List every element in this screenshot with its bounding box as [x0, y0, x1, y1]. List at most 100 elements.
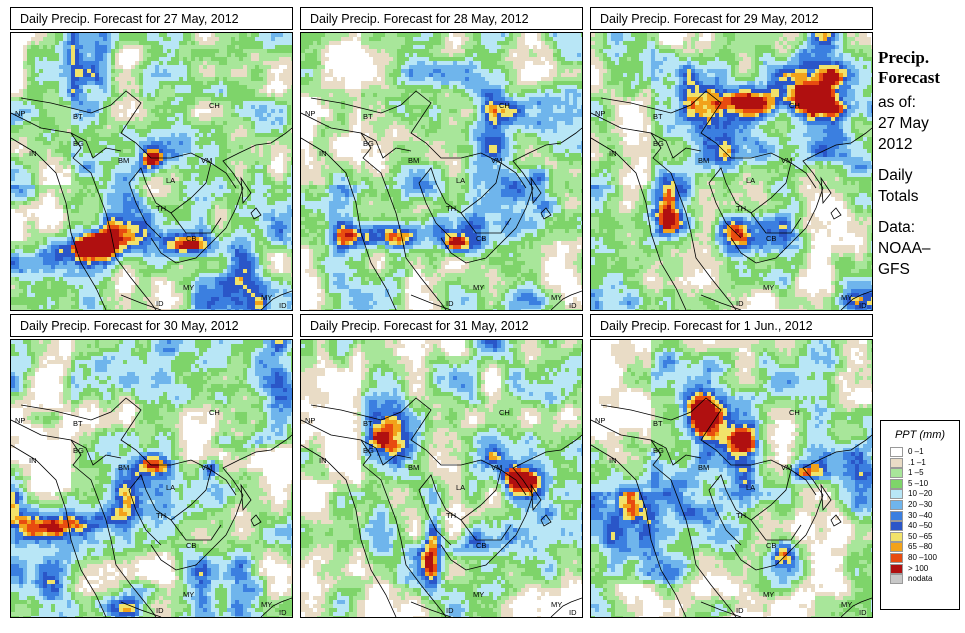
legend-item: 30 –40	[881, 510, 959, 522]
country-label: ID	[736, 606, 744, 615]
country-label: ID	[569, 301, 577, 310]
country-label: MY	[551, 600, 562, 609]
country-label: BM	[118, 156, 129, 165]
country-label: LA	[456, 483, 465, 492]
country-label: IN	[609, 456, 617, 465]
legend-label: 5 –10	[908, 479, 928, 490]
legend-item: 65 –80	[881, 542, 959, 553]
legend-label: 1 –5	[908, 468, 924, 479]
country-label: ID	[156, 299, 164, 308]
country-label: BT	[653, 419, 663, 428]
legend-swatch	[890, 457, 903, 468]
precip-raster: NP BT BG IN CH BM VM LA TH CB MY ID MY ID	[301, 340, 582, 617]
legend-label: 50 –65	[908, 532, 932, 543]
legend-swatch	[890, 447, 903, 457]
country-label: TH	[446, 204, 456, 213]
country-label: ID	[446, 299, 454, 308]
legend-label: nodata	[908, 574, 932, 585]
country-label: MY	[763, 590, 774, 599]
legend-label: 65 –80	[908, 542, 932, 553]
country-label: CH	[789, 408, 800, 417]
country-label: BM	[698, 156, 709, 165]
legend-label: > 100	[908, 564, 928, 575]
islands	[410, 207, 582, 310]
country-label: BT	[653, 112, 663, 121]
islands	[700, 514, 872, 617]
legend-item: 20 –30	[881, 499, 959, 511]
country-borders	[310, 397, 542, 546]
country-label: MY	[261, 600, 272, 609]
legend-swatch	[890, 542, 903, 553]
country-label: NP	[15, 109, 25, 118]
legend-label: 20 –30	[908, 500, 932, 511]
country-label: ID	[156, 606, 164, 615]
coastline	[301, 112, 582, 310]
country-label: IN	[319, 456, 327, 465]
side-totals: Totals	[878, 186, 963, 207]
country-label: VM	[491, 156, 502, 165]
precip-map: NP BT BG IN CH BM VM LA TH CB MY ID MY ID	[590, 32, 873, 311]
legend-swatch	[890, 468, 903, 479]
country-borders	[600, 90, 832, 239]
country-label: NP	[15, 416, 25, 425]
country-label: MY	[183, 283, 194, 292]
country-label: BG	[73, 139, 84, 148]
country-label: CB	[766, 541, 776, 550]
legend-label: 80 –100	[908, 553, 937, 564]
legend-item: .1 –1	[881, 457, 959, 469]
country-label: NP	[305, 109, 315, 118]
panel-title: Daily Precip. Forecast for 27 May, 2012	[10, 7, 293, 30]
country-label: BM	[408, 156, 419, 165]
country-label: VM	[781, 156, 792, 165]
country-label: TH	[156, 204, 166, 213]
side-title-2: Forecast	[878, 68, 963, 88]
country-label: VM	[201, 463, 212, 472]
side-year: 2012	[878, 134, 963, 155]
legend-swatch	[890, 499, 903, 510]
country-label: CB	[186, 234, 196, 243]
country-label: CH	[499, 408, 510, 417]
country-label: MY	[763, 283, 774, 292]
legend-item: 5 –10	[881, 478, 959, 490]
country-label: CH	[499, 101, 510, 110]
country-label: NP	[305, 416, 315, 425]
country-label: CB	[476, 541, 486, 550]
country-label: BG	[363, 139, 374, 148]
legend-swatch	[890, 552, 903, 563]
legend-item: > 100	[881, 563, 959, 575]
precip-map: NP BT BG IN CH BM VM LA TH CB MY ID MY ID	[300, 32, 583, 311]
side-title-1: Precip.	[878, 48, 963, 68]
panel-title: Daily Precip. Forecast for 30 May, 2012	[10, 314, 293, 337]
country-label: BG	[73, 446, 84, 455]
country-label: MY	[183, 590, 194, 599]
side-daily: Daily	[878, 165, 963, 186]
country-label: LA	[456, 176, 465, 185]
legend-label: 40 –50	[908, 521, 932, 532]
country-label: LA	[746, 483, 755, 492]
legend-label: 0 –1	[908, 447, 924, 458]
precip-map: NP BT BG IN CH BM VM LA TH CB MY ID MY ID	[10, 32, 293, 311]
legend-item: 0 –1	[881, 447, 959, 458]
legend-label: .1 –1	[908, 458, 926, 469]
precip-raster: NP BT BG IN CH BM VM LA TH CB MY ID MY ID	[11, 340, 292, 617]
precip-raster: NP BT BG IN CH BM VM LA TH CB MY ID MY ID	[11, 33, 292, 310]
legend-label: 10 –20	[908, 489, 932, 500]
country-label: CH	[789, 101, 800, 110]
country-label: NP	[595, 109, 605, 118]
country-label: CB	[766, 234, 776, 243]
legend-title: PPT (mm)	[881, 429, 959, 441]
precip-raster: NP BT BG IN CH BM VM LA TH CB MY ID MY ID	[591, 33, 872, 310]
country-label: ID	[279, 608, 287, 617]
legend-label: 30 –40	[908, 511, 932, 522]
country-label: LA	[746, 176, 755, 185]
legend-swatch	[890, 563, 903, 574]
country-label: ID	[736, 299, 744, 308]
precip-raster: NP BT BG IN CH BM VM LA TH CB MY ID MY ID	[591, 340, 872, 617]
legend-swatch	[890, 521, 903, 532]
country-borders	[20, 90, 252, 239]
country-label: ID	[446, 606, 454, 615]
side-date: 27 May	[878, 113, 963, 134]
legend-swatch	[890, 510, 903, 521]
country-label: VM	[781, 463, 792, 472]
country-label: LA	[166, 483, 175, 492]
